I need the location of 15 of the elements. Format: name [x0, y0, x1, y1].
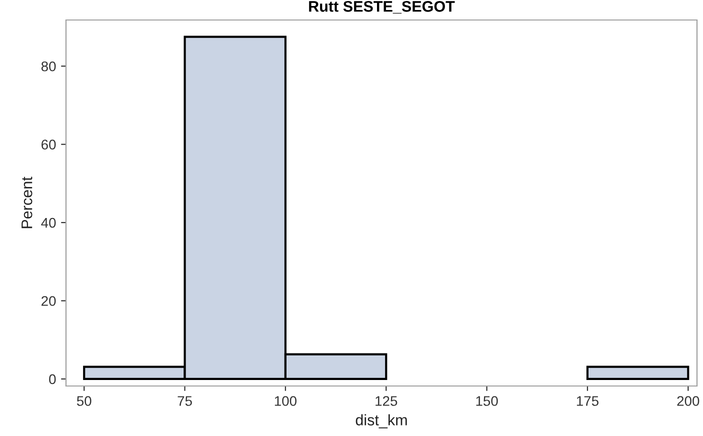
x-tick-label: 50	[76, 396, 92, 406]
x-tick-label: 150	[476, 396, 498, 406]
x-tick-label: 200	[677, 396, 700, 406]
y-tick-label: 60	[42, 140, 56, 150]
y-tick-label: 80	[41, 61, 56, 72]
x-tick-label: 75	[178, 396, 192, 406]
x-tick-label: 100	[274, 396, 297, 406]
y-tick-label: 40	[41, 218, 56, 228]
chart-title: Rutt SESTE_SEGOT	[309, 1, 455, 14]
x-tick-label: 175	[576, 396, 598, 406]
y-tick-label: 0	[49, 374, 56, 384]
x-tick-label: 125	[376, 396, 398, 406]
y-axis-title: Percent	[22, 176, 32, 228]
y-tick-label: 20	[42, 296, 56, 306]
x-axis-title: dist_km	[356, 414, 407, 428]
